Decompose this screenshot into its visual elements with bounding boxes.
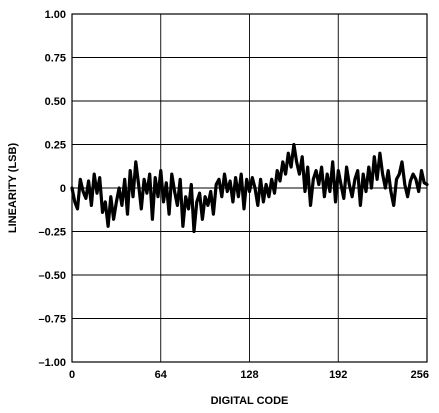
x-tick-label: 128 [240,369,258,381]
x-tick-label: 64 [155,369,168,381]
x-tick-label: 256 [411,369,429,381]
y-tick-label: 0.25 [45,140,66,152]
x-tick-label: 0 [69,369,75,381]
y-tick-label: –0.25 [38,227,66,239]
y-tick-label: –0.75 [38,314,66,326]
data-series [70,142,429,234]
y-tick-label: 1.00 [45,9,66,21]
y-tick-label: 0.75 [45,53,66,65]
y-tick-label: 0.50 [45,96,66,108]
x-tick-label: 192 [329,369,347,381]
x-axis-label: DIGITAL CODE [211,395,289,407]
y-axis-label: LINEARITY (LSB) [7,143,19,234]
x-tick-labels: 0 64 128 192 256 [69,369,429,381]
y-tick-label: –1.00 [38,357,66,369]
y-tick-label: 0 [60,183,66,195]
series-line [70,142,429,234]
y-tick-label: –0.50 [38,270,66,282]
plot-frame [71,13,428,363]
y-tick-labels: 1.00 0.75 0.50 0.25 0 –0.25 –0.50 –0.75 –1.00 [38,9,66,369]
